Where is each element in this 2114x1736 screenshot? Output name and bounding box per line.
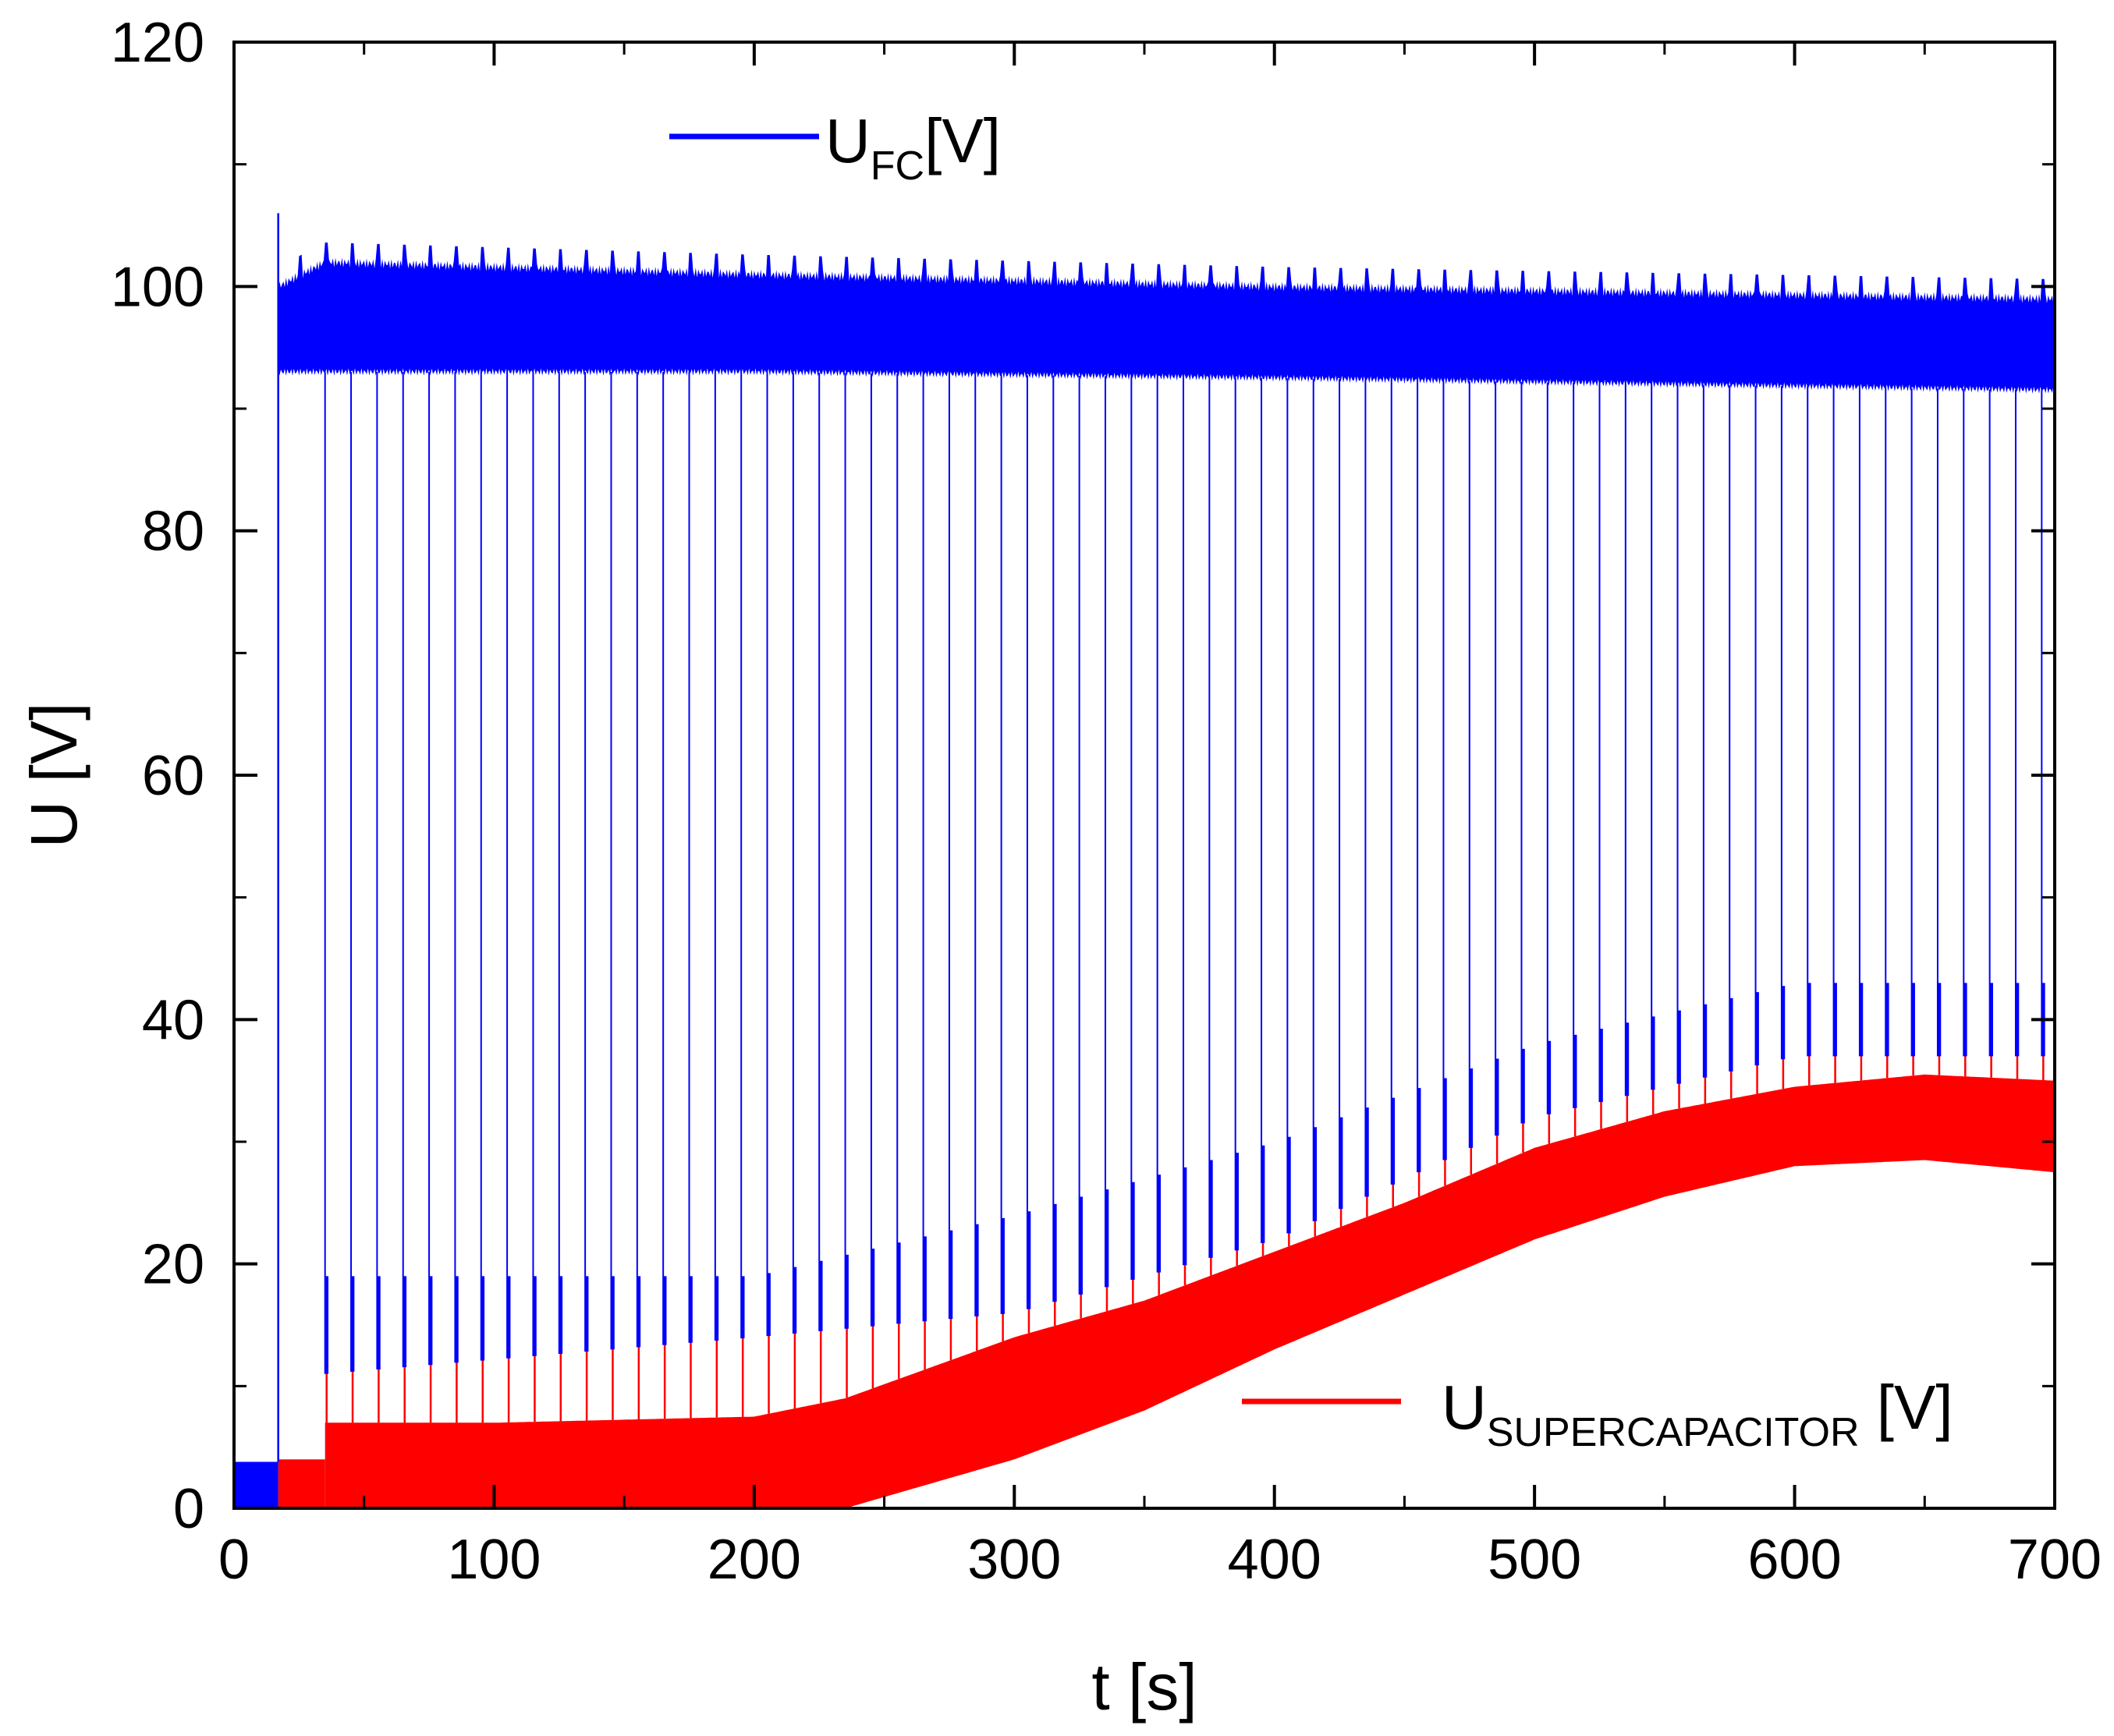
y-tick-label: 80 [142, 501, 204, 563]
y-tick-label: 40 [142, 989, 204, 1051]
legend-main: U [1442, 1373, 1487, 1442]
legend-entry-sc: USUPERCAPACITOR [V] [1242, 1373, 1953, 1455]
y-tick-label: 0 [173, 1478, 204, 1540]
x-tick-label: 500 [1488, 1529, 1581, 1591]
x-tick-label: 400 [1228, 1529, 1321, 1591]
legend-main: U [825, 106, 871, 175]
legend-subscript: FC [871, 143, 924, 189]
legend-label-fc: UFC[V] [825, 106, 1001, 189]
fc-band [278, 242, 2055, 394]
x-tick-label: 0 [218, 1529, 250, 1591]
x-axis-title: t [s] [1091, 1650, 1197, 1724]
sc-band [325, 1074, 2055, 1508]
x-tick-label: 600 [1748, 1529, 1842, 1591]
axes: 0 100 200 300 400 500 600 700 0 20 40 60 80 100 120 t [… [17, 12, 2102, 1724]
fc-initial-segment [234, 1461, 278, 1508]
legend-entry-fc: UFC[V] [669, 106, 1001, 189]
legend: UFC[V]USUPERCAPACITOR [V] [669, 106, 1953, 1455]
y-axis-title: U [V] [17, 703, 90, 849]
legend-label-sc: USUPERCAPACITOR [V] [1442, 1373, 1953, 1455]
y-tick-label: 120 [111, 12, 204, 74]
x-tick-label: 700 [2008, 1529, 2102, 1591]
plot-area [234, 213, 2055, 1508]
y-tick-label: 20 [142, 1234, 204, 1296]
x-tick-label: 300 [967, 1529, 1061, 1591]
y-tick-label: 60 [142, 745, 204, 807]
legend-subscript: SUPERCAPACITOR [1487, 1410, 1860, 1455]
x-tick-label: 200 [708, 1529, 801, 1591]
y-tick-label: 100 [111, 256, 204, 318]
legend-unit: [V] [1860, 1373, 1953, 1442]
sc-initial-segment [278, 1459, 325, 1508]
legend-unit: [V] [924, 106, 1001, 175]
series-u-fc [234, 213, 2055, 1508]
x-tick-label: 100 [447, 1529, 541, 1591]
